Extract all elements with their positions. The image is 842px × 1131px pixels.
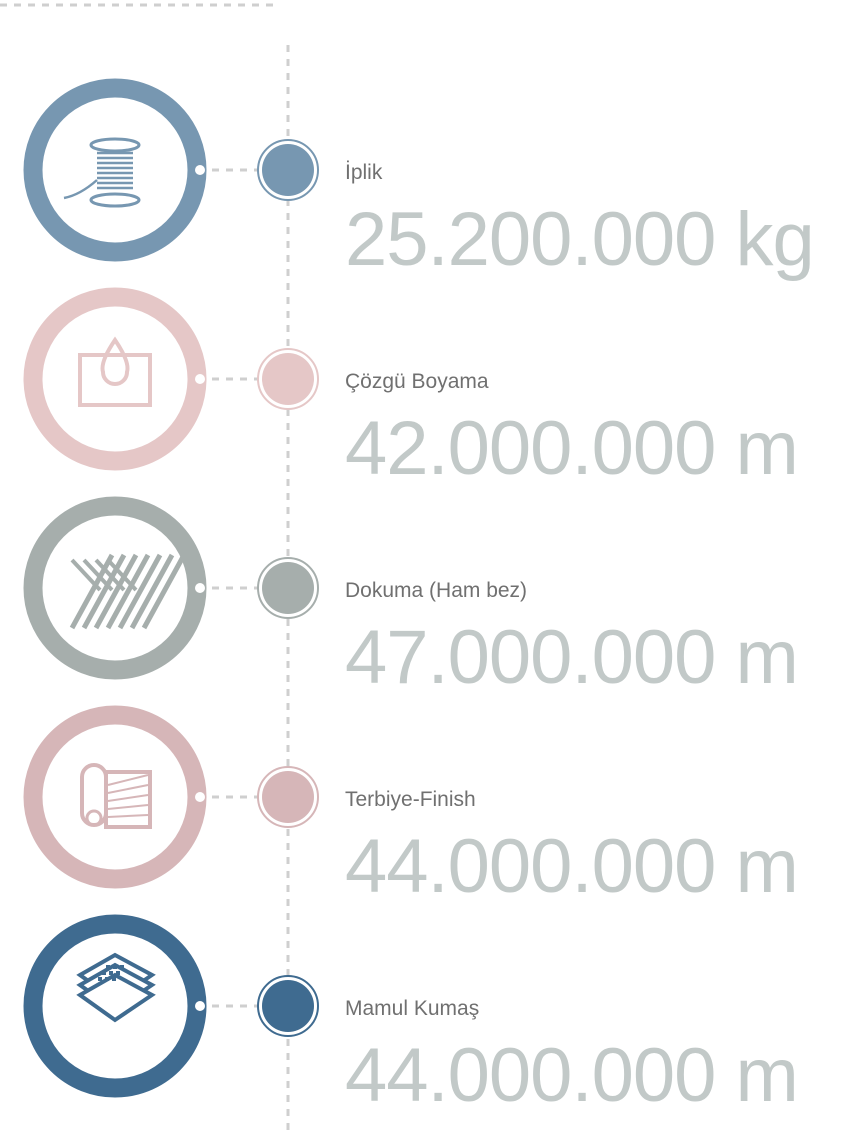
node xyxy=(262,562,314,614)
step-ring xyxy=(23,78,207,262)
step-value: 47.000.000 m xyxy=(345,615,798,700)
step-value: 44.000.000 m xyxy=(345,1033,798,1118)
icon-part xyxy=(89,137,141,153)
step: Mamul Kumaş 44.000.000 m xyxy=(23,914,799,1118)
icon-part xyxy=(117,553,163,630)
icon-part xyxy=(109,971,113,975)
step-value: 42.000.000 m xyxy=(345,406,798,491)
icon-part xyxy=(105,977,109,981)
step-label: Mamul Kumaş xyxy=(345,997,479,1020)
icon-part xyxy=(82,558,114,592)
step: Çözgü Boyama 42.000.000 m xyxy=(23,287,799,491)
step-value: 44.000.000 m xyxy=(345,824,798,909)
step-label: İplik xyxy=(345,161,383,184)
icon-part xyxy=(98,977,102,981)
icon-part xyxy=(105,553,151,630)
icon-part xyxy=(112,977,116,981)
step-value: 25.200.000 kg xyxy=(345,197,814,282)
step: Dokuma (Ham bez) 47.000.000 m xyxy=(23,496,799,700)
icon-part xyxy=(120,965,124,969)
icon-part xyxy=(63,179,98,200)
icon-part xyxy=(85,809,103,827)
icon-part xyxy=(107,804,149,810)
ring-dot xyxy=(195,374,205,384)
step-label: Çözgü Boyama xyxy=(345,370,489,393)
step: Terbiye-Finish 44.000.000 m xyxy=(23,705,799,909)
node xyxy=(262,771,314,823)
ring-dot xyxy=(195,165,205,175)
step-label: Terbiye-Finish xyxy=(345,788,476,811)
icon-part xyxy=(89,192,141,208)
icon-part xyxy=(93,553,139,630)
icon-part xyxy=(113,965,117,969)
ring-dot xyxy=(195,1001,205,1011)
step: İplik 25.200.000 kg xyxy=(23,78,815,282)
node xyxy=(262,353,314,405)
icon-part xyxy=(106,558,138,592)
icon-part xyxy=(70,558,102,592)
ring-dot xyxy=(195,792,205,802)
ring-dot xyxy=(195,583,205,593)
node xyxy=(262,144,314,196)
icon-part xyxy=(76,972,156,1023)
step-ring xyxy=(23,705,207,889)
icon-part xyxy=(78,353,152,407)
node xyxy=(262,980,314,1032)
icon-part xyxy=(116,971,120,975)
icon-part xyxy=(94,558,126,592)
icon-part xyxy=(129,553,175,630)
step-ring xyxy=(23,496,207,680)
icon-part xyxy=(102,971,106,975)
icon-part xyxy=(100,336,130,386)
icon-part xyxy=(107,794,149,802)
step-ring xyxy=(23,287,207,471)
icon-part xyxy=(107,774,149,786)
icon-part xyxy=(141,553,187,630)
icon-part xyxy=(106,965,110,969)
icon-part xyxy=(104,770,152,829)
icon-part xyxy=(107,814,149,818)
icon-part xyxy=(107,784,149,794)
step-label: Dokuma (Ham bez) xyxy=(345,579,527,602)
